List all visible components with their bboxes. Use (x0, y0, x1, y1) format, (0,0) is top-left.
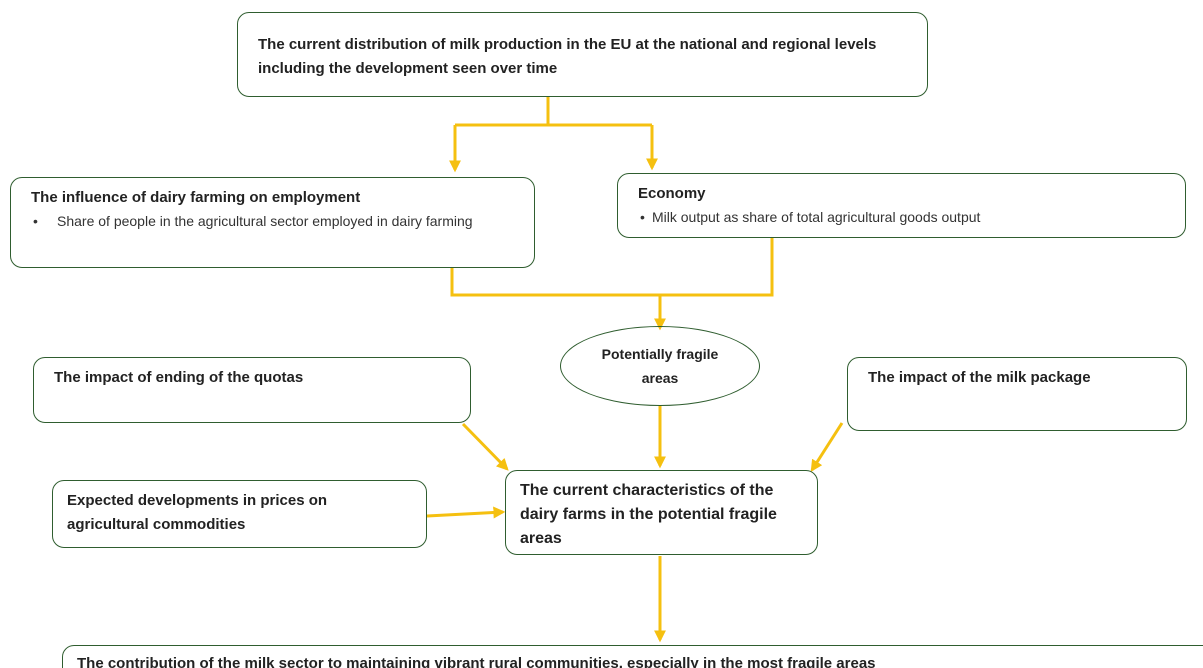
node: Potentially fragile areas (560, 326, 760, 406)
connector (450, 238, 774, 297)
node: The influence of dairy farming on employ… (10, 177, 535, 268)
node-title: The impact of the milk package (868, 369, 1091, 386)
arrow (810, 422, 844, 473)
node: The current distribution of milk product… (237, 12, 928, 97)
node-title: Economy (638, 185, 706, 202)
node: The impact of the milk package (847, 357, 1187, 431)
node: The contribution of the milk sector to m… (62, 645, 1203, 668)
node-title: Expected developments in prices on agric… (67, 492, 328, 533)
node: The impact of ending of the quotas (33, 357, 471, 423)
node: The current characteristics of the dairy… (505, 470, 818, 555)
arrow (461, 422, 509, 471)
node: Expected developments in prices on agric… (52, 480, 427, 548)
node-title: The influence of dairy farming on employ… (31, 189, 361, 206)
arrow (426, 506, 506, 519)
bullet: Milk output as share of total agricultur… (638, 206, 1165, 228)
node-title: The impact of ending of the quotas (54, 369, 304, 386)
node-title: The contribution of the milk sector to m… (77, 655, 876, 668)
node-title: The current characteristics of the dairy… (520, 482, 777, 547)
node: Economy Milk output as share of total agr… (617, 173, 1186, 238)
node-title: The current distribution of milk product… (258, 36, 877, 77)
bullet: Share of people in the agricultural sect… (31, 210, 514, 232)
node-title: Potentially fragile areas (601, 346, 719, 386)
